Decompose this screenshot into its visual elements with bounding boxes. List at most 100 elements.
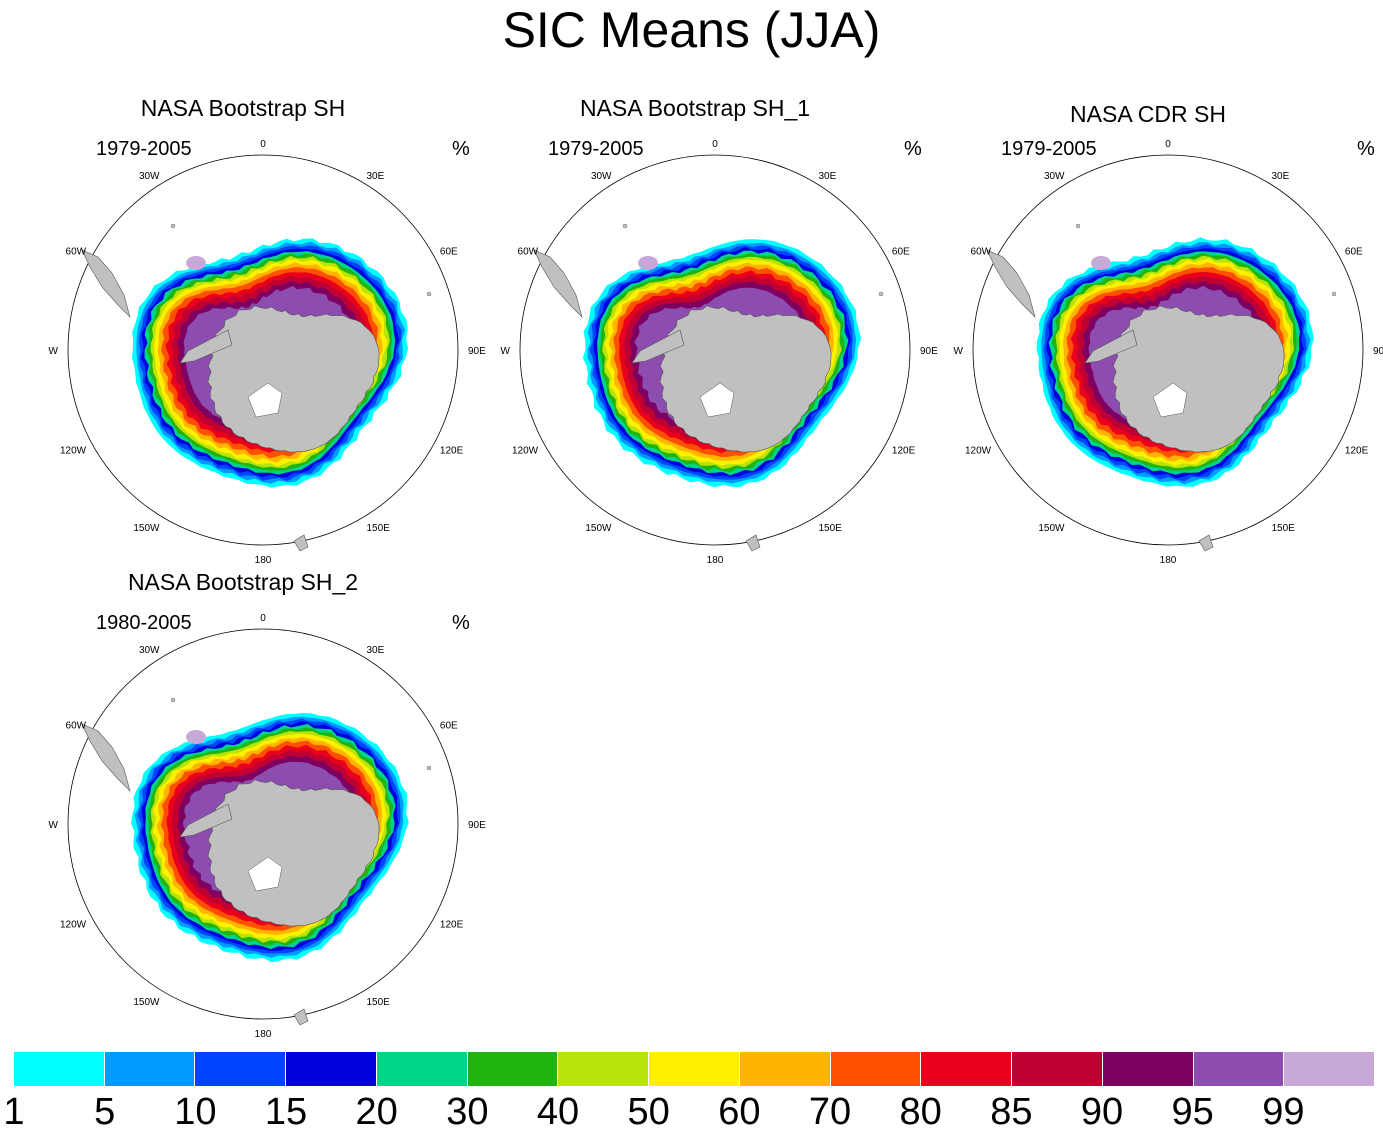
panel-period: 1979-2005 [548, 138, 644, 160]
antarctica-landmass [659, 305, 832, 453]
panel-units: % [904, 138, 922, 160]
colorbar-swatch [286, 1052, 377, 1086]
colorbar-swatch [1193, 1052, 1285, 1086]
antarctic-peninsula [179, 329, 233, 364]
longitude-label: 90W [48, 346, 59, 357]
colorbar-tick-label: 50 [627, 1091, 670, 1133]
antarctic-peninsula [179, 803, 233, 838]
longitude-label: 120E [1345, 446, 1369, 457]
polar-map: 0 30E 60E 90E 120E 150E 180 150W 120W 90W 60W 30W [48, 613, 486, 1039]
ice-shelf [247, 856, 283, 892]
longitude-label: 90E [920, 346, 938, 357]
longitude-label: 60E [440, 721, 458, 732]
polar-map: 0 30E 60E 90E 120E 150E 180 150W 120W 90W 60W 30W [500, 139, 938, 565]
panel-units: % [452, 138, 470, 160]
island [170, 697, 176, 703]
longitude-label: 150E [367, 523, 391, 534]
colorbar-tick-label: 70 [808, 1091, 852, 1133]
longitude-label: 150W [133, 997, 160, 1008]
panel-period: 1979-2005 [1001, 138, 1097, 160]
longitude-label: 30E [367, 645, 385, 656]
colorbar-swatch [649, 1052, 740, 1086]
longitude-label: 0 [260, 613, 266, 624]
panel-period: 1979-2005 [96, 138, 192, 160]
island [1331, 291, 1337, 297]
longitude-label: 120W [965, 446, 992, 457]
longitude-label: 150E [367, 997, 391, 1008]
south-america-landmass [81, 249, 131, 319]
antarctica-landmass [207, 305, 380, 453]
polar-map: 0 30E 60E 90E 120E 150E 180 150W 120W 90W 60W 30W [48, 139, 486, 565]
south-america-landmass [533, 249, 583, 319]
colorbar-tick-label: 60 [718, 1091, 761, 1133]
longitude-label: 120W [512, 446, 539, 457]
panel-period: 1980-2005 [96, 612, 192, 634]
colorbar-swatch [1012, 1052, 1103, 1086]
ice-shelf [247, 382, 283, 418]
longitude-label: 150W [133, 523, 160, 534]
longitude-label: 90E [468, 346, 486, 357]
colorbar-tick-label: 80 [899, 1091, 942, 1133]
antarctic-peninsula [631, 329, 685, 364]
longitude-label: 90W [500, 346, 511, 357]
south-america-landmass [986, 249, 1036, 319]
new-zealand-landmass [1198, 534, 1214, 552]
longitude-label: 120W [60, 920, 87, 931]
longitude-label: 150E [819, 523, 843, 534]
longitude-label: 30W [1044, 171, 1065, 182]
antarctica-landmass [207, 779, 380, 927]
panel-title: NASA Bootstrap SH_1 [579, 95, 811, 121]
longitude-label: 30W [139, 645, 160, 656]
longitude-label: 30E [1272, 171, 1290, 182]
colorbar-swatch [1102, 1052, 1194, 1086]
longitude-label: 60E [440, 247, 458, 258]
new-zealand-landmass [745, 534, 761, 552]
longitude-label: 120E [440, 920, 464, 931]
colorbar-tick-label: 99 [1262, 1091, 1305, 1133]
longitude-label: 0 [260, 139, 266, 150]
longitude-label: 90W [953, 346, 964, 357]
longitude-label: 60E [1345, 247, 1363, 258]
colorbar-ticks: 1 5 10 15 20 30 40 50 60 70 80 85 90 95 99 [3, 1090, 1374, 1134]
longitude-label: 60W [66, 247, 87, 258]
colorbar-swatch [558, 1052, 650, 1086]
island [170, 223, 176, 229]
high-concentration-patch [638, 256, 658, 270]
new-zealand-landmass [293, 1008, 309, 1026]
high-concentration-patch [186, 730, 206, 744]
antarctica-landmass [1112, 305, 1285, 453]
longitude-label: 150W [1038, 523, 1065, 534]
map-panel: NASA Bootstrap SH_2 1980-2005 % 0 30E 60E 9… [48, 569, 508, 1039]
colorbar-tick-label: 85 [990, 1091, 1033, 1133]
longitude-label: 150W [585, 523, 612, 534]
island [878, 291, 884, 297]
longitude-label: 180 [707, 555, 724, 565]
ice-shelf [699, 382, 735, 418]
colorbar-swatch [921, 1052, 1013, 1086]
island [426, 765, 432, 771]
high-concentration-patch [1091, 256, 1111, 270]
longitude-label: 0 [1165, 139, 1171, 150]
map-panel: NASA CDR SH 1979-2005 % 0 30E 60E 90E 120E 15… [953, 95, 1383, 565]
colorbar-tick-label: 10 [174, 1091, 217, 1133]
colorbar-tick-label: 5 [94, 1091, 116, 1133]
longitude-label: 30E [819, 171, 837, 182]
longitude-label: 60W [518, 247, 539, 258]
colorbar [14, 1052, 1375, 1087]
polar-map: 0 30E 60E 90E 120E 150E 180 150W 120W 90W 60W 30W [953, 139, 1383, 565]
colorbar-swatch [739, 1052, 831, 1086]
longitude-label: 0 [712, 139, 718, 150]
colorbar-swatch [830, 1052, 922, 1086]
longitude-label: 90W [48, 820, 59, 831]
panel-units: % [1357, 138, 1375, 160]
panel-title: NASA Bootstrap SH [140, 95, 346, 121]
colorbar-swatch [195, 1052, 287, 1086]
longitude-label: 180 [1160, 555, 1177, 565]
high-concentration-patch [186, 256, 206, 270]
colorbar-tick-label: 40 [536, 1091, 580, 1133]
panel-title: NASA CDR SH [1070, 101, 1226, 127]
island [426, 291, 432, 297]
map-panel: NASA Bootstrap SH 1979-2005 % 0 30E 60E 90E… [48, 95, 508, 565]
colorbar-swatch [376, 1052, 468, 1086]
longitude-label: 30W [591, 171, 612, 182]
